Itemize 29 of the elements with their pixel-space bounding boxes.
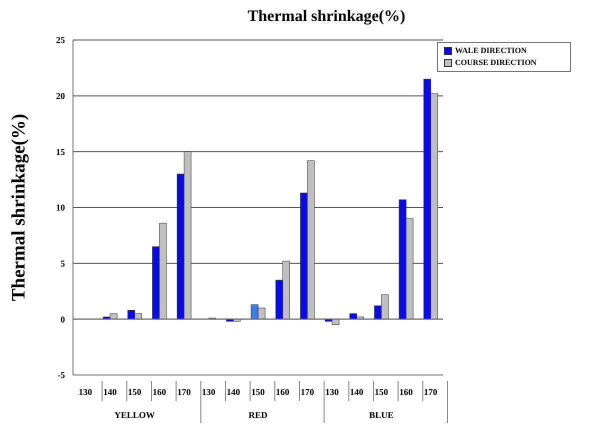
x-tick-label: 170 [300, 387, 315, 397]
legend-label: COURSE DIRECTION [455, 57, 537, 69]
x-tick-label: 160 [399, 387, 414, 397]
x-tick-label: 130 [78, 387, 93, 397]
x-tick-label: 160 [152, 387, 167, 397]
y-tick-label: 15 [56, 146, 66, 157]
x-tick-label: 170 [177, 387, 192, 397]
text: YELLOW [114, 410, 155, 420]
x-tick-label: 130 [325, 387, 340, 397]
x-tick-label: 150 [128, 387, 142, 397]
y-tick-label: 20 [56, 91, 66, 102]
x-tick-label: 170 [424, 387, 438, 397]
y-tick-label: 0 [60, 314, 66, 324]
y-tick-label: -5 [58, 370, 66, 380]
text: RED [248, 410, 268, 420]
legend-label: WALE DIRECTION [455, 45, 527, 57]
x-tick-label: 130 [202, 387, 216, 397]
y-axis-title: Thermal shrinkage(%) [8, 114, 30, 302]
x-tick-label: 160 [276, 387, 290, 397]
text: BLUE [369, 410, 394, 420]
x-tick-label: 140 [350, 387, 364, 397]
chart-title: Thermal shrinkage(%) [246, 8, 406, 26]
x-tick-label: 150 [251, 387, 266, 397]
x-tick-label: 150 [374, 387, 389, 397]
y-tick-label: 5 [60, 258, 66, 269]
y-tick-label: 25 [56, 35, 66, 46]
x-tick-label: 140 [226, 387, 241, 397]
y-tick-label: 10 [56, 202, 66, 213]
x-tick-label: 140 [103, 387, 118, 397]
